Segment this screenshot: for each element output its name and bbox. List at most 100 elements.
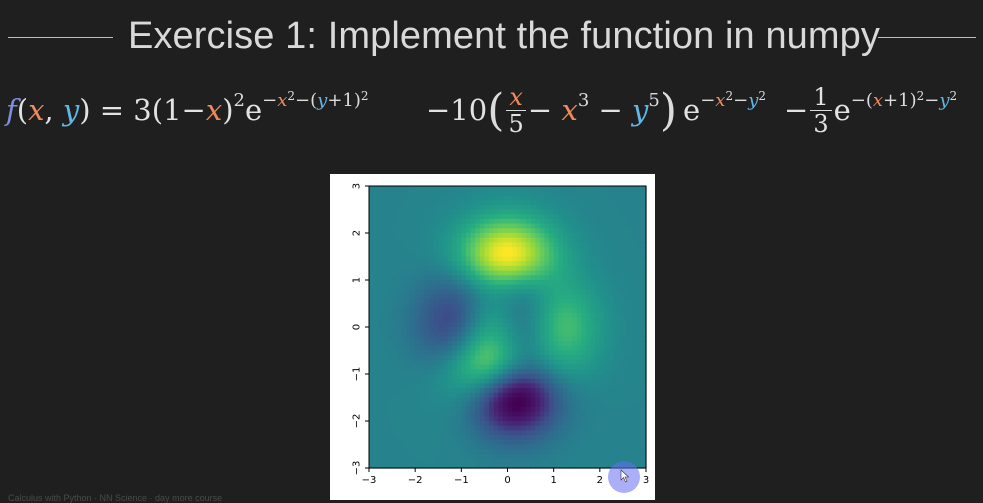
heatmap-cell xyxy=(544,294,550,300)
heatmap-cell xyxy=(442,186,449,192)
heatmap-cell xyxy=(392,275,398,281)
heatmap-cell xyxy=(535,374,541,380)
heatmap-cell xyxy=(553,458,559,464)
heatmap-cell xyxy=(604,204,610,211)
heatmap-cell xyxy=(599,425,606,431)
heatmap-cell xyxy=(549,425,555,431)
heatmap-cell xyxy=(562,406,569,413)
x-tick-label: −2 xyxy=(408,475,423,486)
heatmap-cell xyxy=(622,233,629,239)
formula-term2: −10 ( x 5 − x3 − y5 ) e−x2−y2 xyxy=(426,70,766,150)
heatmap-cell xyxy=(516,233,522,239)
heatmap-cell xyxy=(521,228,527,234)
heatmap-cell xyxy=(604,383,610,389)
heatmap-cell xyxy=(470,374,476,380)
heatmap-cell xyxy=(521,242,527,248)
heatmap-cell xyxy=(489,406,495,413)
heatmap-cell xyxy=(456,435,462,441)
heatmap-cell xyxy=(382,345,389,352)
heatmap-cell xyxy=(429,298,435,305)
heatmap-cell xyxy=(479,289,486,295)
heatmap-cell xyxy=(636,406,642,413)
heatmap-cell xyxy=(387,186,393,192)
heatmap-cell xyxy=(419,411,425,417)
heatmap-cell xyxy=(609,341,615,347)
heatmap-cell xyxy=(442,218,449,225)
heatmap-cell xyxy=(622,204,629,211)
heatmap-cell xyxy=(507,453,513,460)
heatmap-cell xyxy=(553,303,559,309)
formula-term1-e: e xyxy=(244,93,263,127)
exp-minus: − xyxy=(700,90,716,111)
heatmap-cell xyxy=(562,439,569,446)
heatmap-cell xyxy=(558,265,564,272)
heatmap-cell xyxy=(387,218,393,225)
heatmap-cell xyxy=(378,322,384,328)
heatmap-cell xyxy=(544,228,550,234)
heatmap-cell xyxy=(461,463,467,469)
heatmap-cell xyxy=(456,402,462,408)
x-tick-label: 1 xyxy=(550,475,556,486)
heatmap-cell xyxy=(562,430,569,436)
heatmap-cell xyxy=(549,312,555,319)
heatmap-cell xyxy=(627,223,633,229)
heatmap-cell xyxy=(618,218,624,225)
heatmap-cell xyxy=(378,444,384,450)
heatmap-cell xyxy=(599,256,606,262)
heatmap-cell xyxy=(396,406,402,413)
heatmap-cell xyxy=(535,322,541,328)
heatmap-cell xyxy=(405,247,412,253)
heatmap-cell xyxy=(415,284,421,290)
heatmap-cell xyxy=(461,247,467,253)
heatmap-cell xyxy=(613,322,619,328)
heatmap-cell xyxy=(585,350,592,356)
heatmap-cell xyxy=(544,303,550,309)
heatmap-cell xyxy=(424,369,430,375)
heatmap-cell xyxy=(479,425,486,431)
heatmap-cell xyxy=(447,275,453,281)
heatmap-cell xyxy=(429,280,435,286)
heatmap-cell xyxy=(604,186,610,192)
heatmap-cell xyxy=(535,369,541,375)
heatmap-cell xyxy=(502,374,509,380)
heatmap-cell xyxy=(415,195,421,201)
heatmap-cell xyxy=(549,186,555,192)
heatmap-cell xyxy=(369,383,375,389)
heatmap-cell xyxy=(447,327,453,333)
heatmap-cell xyxy=(641,383,647,389)
heatmap-cell xyxy=(507,322,513,328)
heatmap-cell xyxy=(498,463,504,469)
heatmap-cell xyxy=(530,397,536,403)
heatmap-cell xyxy=(590,270,596,276)
heatmap-cell xyxy=(549,256,555,262)
heatmap-cell xyxy=(373,355,379,361)
heatmap-cell xyxy=(618,369,624,375)
heatmap-cell xyxy=(424,406,430,413)
heatmap-cell xyxy=(622,336,629,342)
heatmap-cell xyxy=(632,218,638,225)
heatmap-cell xyxy=(410,350,416,356)
heatmap-cell xyxy=(622,327,629,333)
heatmap-cell xyxy=(456,359,462,366)
heatmap-cell xyxy=(452,331,458,337)
heatmap-cell xyxy=(424,364,430,370)
heatmap-cell xyxy=(585,378,592,384)
formula-var-y: y xyxy=(62,93,80,127)
heatmap-cell xyxy=(572,214,578,220)
heatmap-cell xyxy=(387,383,393,389)
heatmap-cell xyxy=(641,359,647,366)
heatmap-cell xyxy=(609,369,615,375)
heatmap-cell xyxy=(576,294,582,300)
heatmap-cell xyxy=(470,439,476,446)
heatmap-cell xyxy=(636,345,642,352)
heatmap-cell xyxy=(392,280,398,286)
heatmap-cell xyxy=(442,397,449,403)
heatmap-cell xyxy=(502,411,509,417)
heatmap-cell xyxy=(609,312,615,319)
heatmap-cell xyxy=(512,374,518,380)
heatmap-cell xyxy=(396,369,402,375)
heatmap-cell xyxy=(387,458,393,464)
heatmap-cell xyxy=(558,425,564,431)
heatmap-cell xyxy=(581,430,587,436)
heatmap-cell xyxy=(572,430,578,436)
